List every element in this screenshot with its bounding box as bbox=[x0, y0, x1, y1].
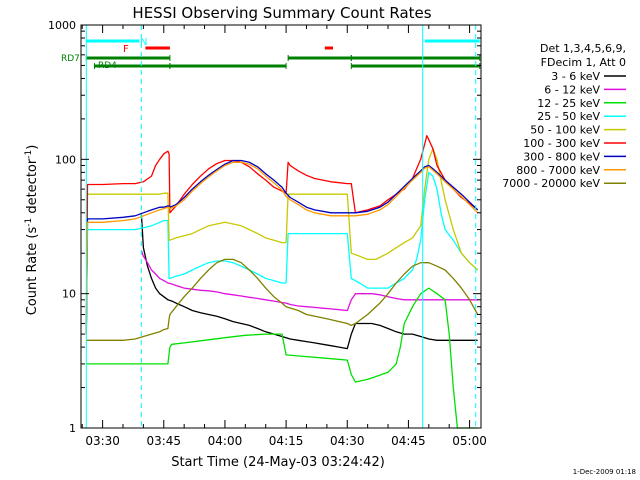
series-line-3-6-kev bbox=[140, 212, 478, 350]
y-tick-label: 1000 bbox=[48, 19, 76, 32]
footer-timestamp: 1-Dec-2009 01:18 bbox=[573, 468, 636, 476]
series-line-7000-20000-kev bbox=[86, 258, 479, 341]
series-line-12-25-kev bbox=[86, 287, 478, 429]
legend-label: 3 - 6 keV bbox=[551, 70, 600, 83]
x-tick-label: 04:30 bbox=[330, 434, 365, 448]
series-line-100-300-kev bbox=[85, 135, 479, 335]
x-axis-label: Start Time (24-May-03 03:24:42) bbox=[171, 455, 385, 470]
legend-header-1: Det 1,3,4,5,6,9, bbox=[540, 42, 626, 55]
legend-label: 7000 - 20000 keV bbox=[502, 177, 600, 190]
x-tick-label: 05:00 bbox=[452, 434, 487, 448]
legend-header-2: FDecim 1, Att 0 bbox=[541, 56, 626, 69]
series-line-6-12-kev bbox=[140, 250, 478, 312]
legend-label: 100 - 300 keV bbox=[523, 137, 600, 150]
x-tick-label: 03:45 bbox=[146, 434, 181, 448]
legend-label: 6 - 12 keV bbox=[544, 83, 600, 96]
legend-label: 50 - 100 keV bbox=[530, 124, 600, 137]
legend-label: 25 - 50 keV bbox=[537, 110, 600, 123]
attenuator-lines bbox=[85, 25, 477, 428]
series-group bbox=[85, 135, 479, 429]
flag-label-n: N bbox=[140, 37, 147, 48]
plot-frame bbox=[80, 24, 482, 429]
x-tick-label: 04:15 bbox=[269, 434, 304, 448]
series-line-300-800-kev bbox=[85, 159, 479, 335]
flag-label-rd7: RD7 bbox=[61, 54, 80, 64]
legend-label: 800 - 7000 keV bbox=[516, 164, 600, 177]
flag-bars bbox=[85, 39, 481, 69]
y-tick-label: 100 bbox=[55, 153, 76, 166]
series-line-50-100-kev bbox=[85, 148, 479, 335]
legend: Det 1,3,4,5,6,9, FDecim 1, Att 0 3 - 6 k… bbox=[502, 42, 626, 190]
flag-label-rd4: RD4 bbox=[98, 61, 117, 71]
legend-label: 12 - 25 keV bbox=[537, 97, 600, 110]
legend-label: 300 - 800 keV bbox=[523, 150, 600, 163]
x-tick-label: 04:00 bbox=[208, 434, 243, 448]
y-tick-label: 10 bbox=[62, 288, 76, 301]
series-line-800-7000-kev bbox=[85, 161, 479, 335]
x-tick-label: 04:45 bbox=[391, 434, 426, 448]
x-tick-label: 03:30 bbox=[85, 434, 120, 448]
axes: 1 10 100 1000 03:30 03:45 04:00 04:15 04:30 04:45… bbox=[48, 19, 487, 448]
series-line-25-50-kev bbox=[85, 171, 479, 335]
chart-title: HESSI Observing Summary Count Rates bbox=[132, 4, 431, 22]
flag-label-f: F bbox=[123, 44, 129, 55]
y-tick-label: 1 bbox=[69, 422, 76, 435]
y-axis-label: Count Rate (s-1 detector-1) bbox=[24, 145, 40, 316]
